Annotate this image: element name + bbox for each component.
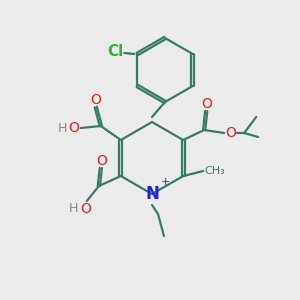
- Text: H: H: [58, 122, 68, 134]
- Text: O: O: [68, 121, 79, 135]
- Text: O: O: [96, 154, 107, 168]
- Text: O: O: [226, 126, 237, 140]
- Text: N: N: [145, 185, 159, 203]
- Text: O: O: [80, 202, 91, 216]
- Text: CH₃: CH₃: [205, 166, 226, 176]
- Text: Cl: Cl: [107, 44, 123, 59]
- Text: O: O: [90, 93, 101, 107]
- Text: +: +: [160, 177, 170, 187]
- Text: O: O: [202, 97, 213, 111]
- Text: H: H: [69, 202, 79, 215]
